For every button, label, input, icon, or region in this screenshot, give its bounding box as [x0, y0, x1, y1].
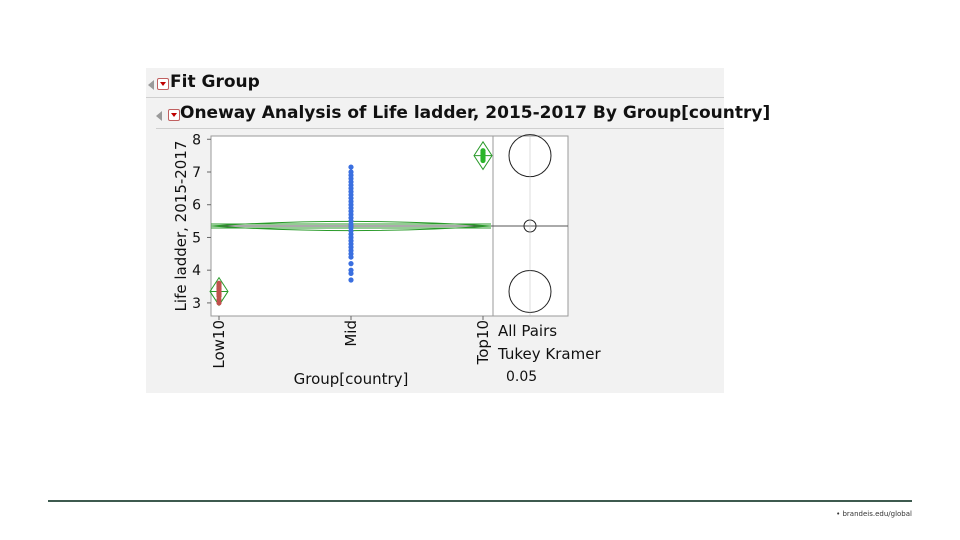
data-point	[348, 277, 354, 283]
y-axis-label: Life ladder, 2015-2017	[172, 141, 190, 312]
footer-link[interactable]: • brandeis.edu/global	[836, 510, 912, 518]
y-tick-label: 8	[192, 132, 201, 148]
data-point	[216, 280, 222, 286]
comparison-alpha: 0.05	[506, 369, 537, 385]
x-ticks: Low10 Mid Top10	[210, 316, 492, 369]
comparison-label-2: Tukey Kramer	[497, 345, 601, 363]
oneway-header[interactable]: Oneway Analysis of Life ladder, 2015-201…	[156, 102, 770, 129]
fit-group-header[interactable]: Fit Group	[146, 71, 724, 98]
y-tick-label: 3	[192, 296, 201, 312]
collapse-triangle-icon[interactable]	[156, 111, 162, 121]
y-tick-label: 4	[192, 263, 201, 279]
report-panel: Fit Group Oneway Analysis of Life ladder…	[146, 68, 770, 393]
data-point	[480, 148, 486, 154]
y-tick-label: 5	[192, 230, 201, 246]
y-tick-label: 6	[192, 198, 201, 214]
data-point	[348, 169, 354, 175]
x-tick-label: Low10	[210, 320, 228, 369]
mid-means-diamond	[210, 220, 492, 232]
x-axis-label: Group[country]	[294, 370, 409, 388]
data-point	[348, 267, 354, 273]
x-tick-label: Top10	[474, 320, 492, 365]
red-triangle-menu-icon[interactable]	[168, 109, 180, 121]
data-point	[348, 164, 354, 170]
oneway-chart: Life ladder, 2015-2017 Group[country] 3 4…	[172, 132, 601, 388]
y-ticks: 3 4 5 6 7 8	[192, 132, 211, 312]
group-marks	[209, 140, 493, 307]
comparison-circles	[508, 134, 552, 316]
collapse-triangle-icon[interactable]	[148, 80, 154, 90]
section-title: Fit Group	[170, 72, 260, 92]
x-tick-label: Mid	[342, 320, 360, 347]
top10-means-diamond	[473, 140, 493, 171]
data-point	[348, 261, 354, 267]
analysis-title: Oneway Analysis of Life ladder, 2015-201…	[180, 103, 771, 123]
red-triangle-menu-icon[interactable]	[157, 78, 169, 90]
y-tick-label: 7	[192, 165, 201, 181]
comparison-label-1: All Pairs	[498, 322, 557, 340]
footer-divider	[48, 500, 912, 502]
